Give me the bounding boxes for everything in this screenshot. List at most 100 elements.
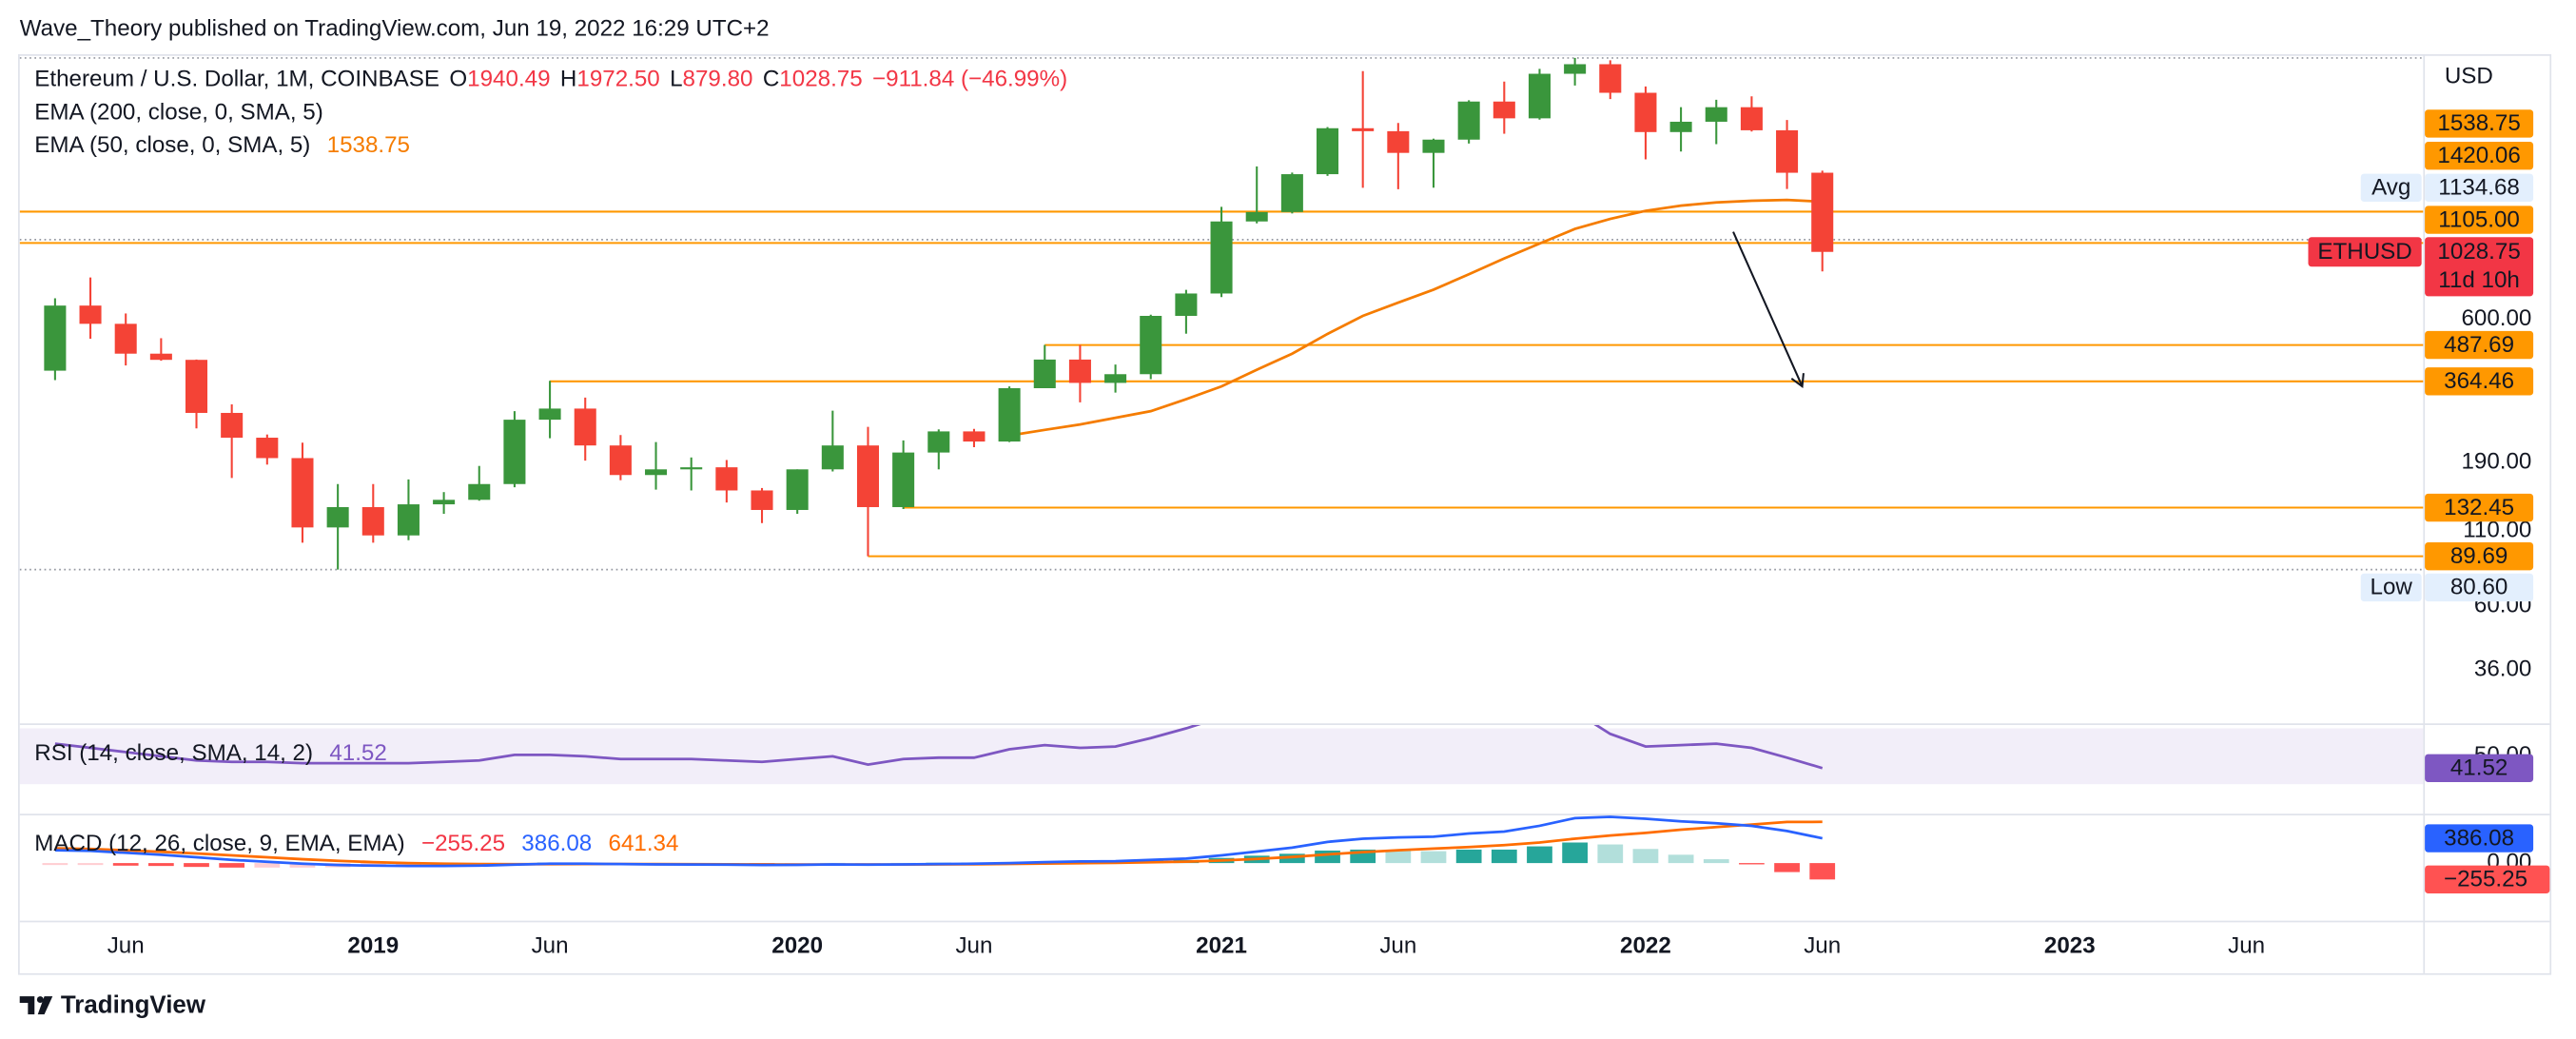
candle-body [185,360,208,413]
ohlc-key: O [449,67,467,92]
candle-body [609,445,632,476]
histogram-bar [184,863,209,868]
x-tick-label: 2022 [1620,933,1671,959]
histogram-bar [112,863,139,866]
candle-body [715,467,738,491]
histogram-bar [1809,863,1836,880]
candle-body [79,305,102,324]
candle-body [1528,73,1551,119]
candle-body [468,483,491,500]
ohlc-value: 1972.50 [576,67,659,92]
histogram-bar [396,863,421,867]
candle-body [256,438,279,459]
x-tick-label: 2020 [771,933,823,959]
candle-body [1776,129,1799,173]
logo-mark [19,996,35,1015]
candle-body [856,445,880,507]
candle-body [1387,130,1410,153]
candle-body [1245,211,1268,222]
rsi-band [19,728,2424,785]
candle-body [1669,121,1692,132]
histogram-bar [1632,849,1659,864]
ema-value: 1538.75 [327,132,410,158]
histogram-bar [1597,844,1624,864]
candle-body [927,431,950,453]
candle-body [291,458,314,528]
candle-body [998,387,1021,442]
avg-tag-box [2425,173,2534,203]
level-tag: 132.45 [2444,495,2514,520]
level-tag-box [2425,330,2534,360]
x-tick-label: Jun [532,933,569,959]
rsi-value: 41.52 [329,740,386,766]
candle-body [645,469,668,476]
candle-body [1457,101,1480,140]
histogram-bar [1668,854,1694,864]
candle-body [361,506,384,536]
histogram-bar [1420,851,1447,864]
countdown: 11d 10h [2438,267,2520,293]
ema-line [1008,198,1823,438]
x-tick-label: Jun [2228,933,2265,959]
histogram-bar [289,863,316,868]
avg-name: Avg [2371,175,2410,201]
level-tag-box [2425,541,2534,571]
candle-body [1705,107,1727,122]
x-tick-label: Jun [1379,933,1416,959]
macd-name: MACD (12, 26, close, 9, EMA, EMA) [34,832,404,857]
candle-body [1317,127,1339,175]
price-name-box [2308,237,2422,267]
candle-body [1210,221,1233,294]
histogram-bar [42,863,68,866]
histogram-bar [1703,859,1729,864]
candle-body [397,504,420,536]
publisher: Wave_Theory published on TradingView.com… [20,15,770,41]
candle-body [221,412,244,439]
candle-body [503,420,526,484]
logo-mark [36,996,44,1003]
ohlc-key: C [763,67,779,92]
histogram-bar [1491,849,1517,864]
hist-tag: −255.25 [2444,867,2527,892]
brand: TradingView [61,991,206,1018]
level-tag: 1105.00 [2438,206,2520,232]
macd-pane [42,815,1836,880]
histogram-bar [1455,849,1482,864]
ohlc-value: 879.80 [683,67,753,92]
histogram-bar [77,863,104,866]
candle-body [1740,107,1763,130]
candle-body [1280,174,1303,212]
signal-value: 641.34 [609,832,679,857]
main-pane [19,57,2424,571]
y-tick-label: 190.00 [2461,449,2531,475]
frame [17,54,2552,975]
rsi-name: RSI (14, close, SMA, 14, 2) [34,740,313,766]
rsi-tag-box [2425,754,2534,782]
x-tick-label: 2021 [1196,933,1247,959]
macd-line [54,815,1823,868]
legend-ema200: EMA (200, close, 0, SMA, 5) [34,100,323,126]
level-tag: 1420.06 [2437,143,2520,168]
low-tag-box [2425,573,2534,602]
candle-body [1422,139,1445,153]
hist-tag-box [2425,865,2550,894]
level-tag: 487.69 [2444,332,2514,358]
ema-tag: 1538.75 [2437,110,2520,136]
macd-tag-box [2425,824,2534,853]
histogram-bar [147,863,174,867]
y-tick-label: 600.00 [2461,305,2531,331]
ohlc-key: L [670,67,682,92]
candle-body [1493,101,1515,119]
histogram-bar [1385,850,1412,864]
candle-body [821,445,844,470]
rsi-tag: 41.52 [2450,755,2508,781]
x-tick-label: 2019 [347,933,399,959]
level-tag: 364.46 [2444,368,2514,394]
candle-body [1068,359,1091,383]
avg-name-box [2360,173,2422,203]
candle-body [963,431,986,442]
candle-body [326,506,349,528]
candle-body [1140,315,1162,375]
